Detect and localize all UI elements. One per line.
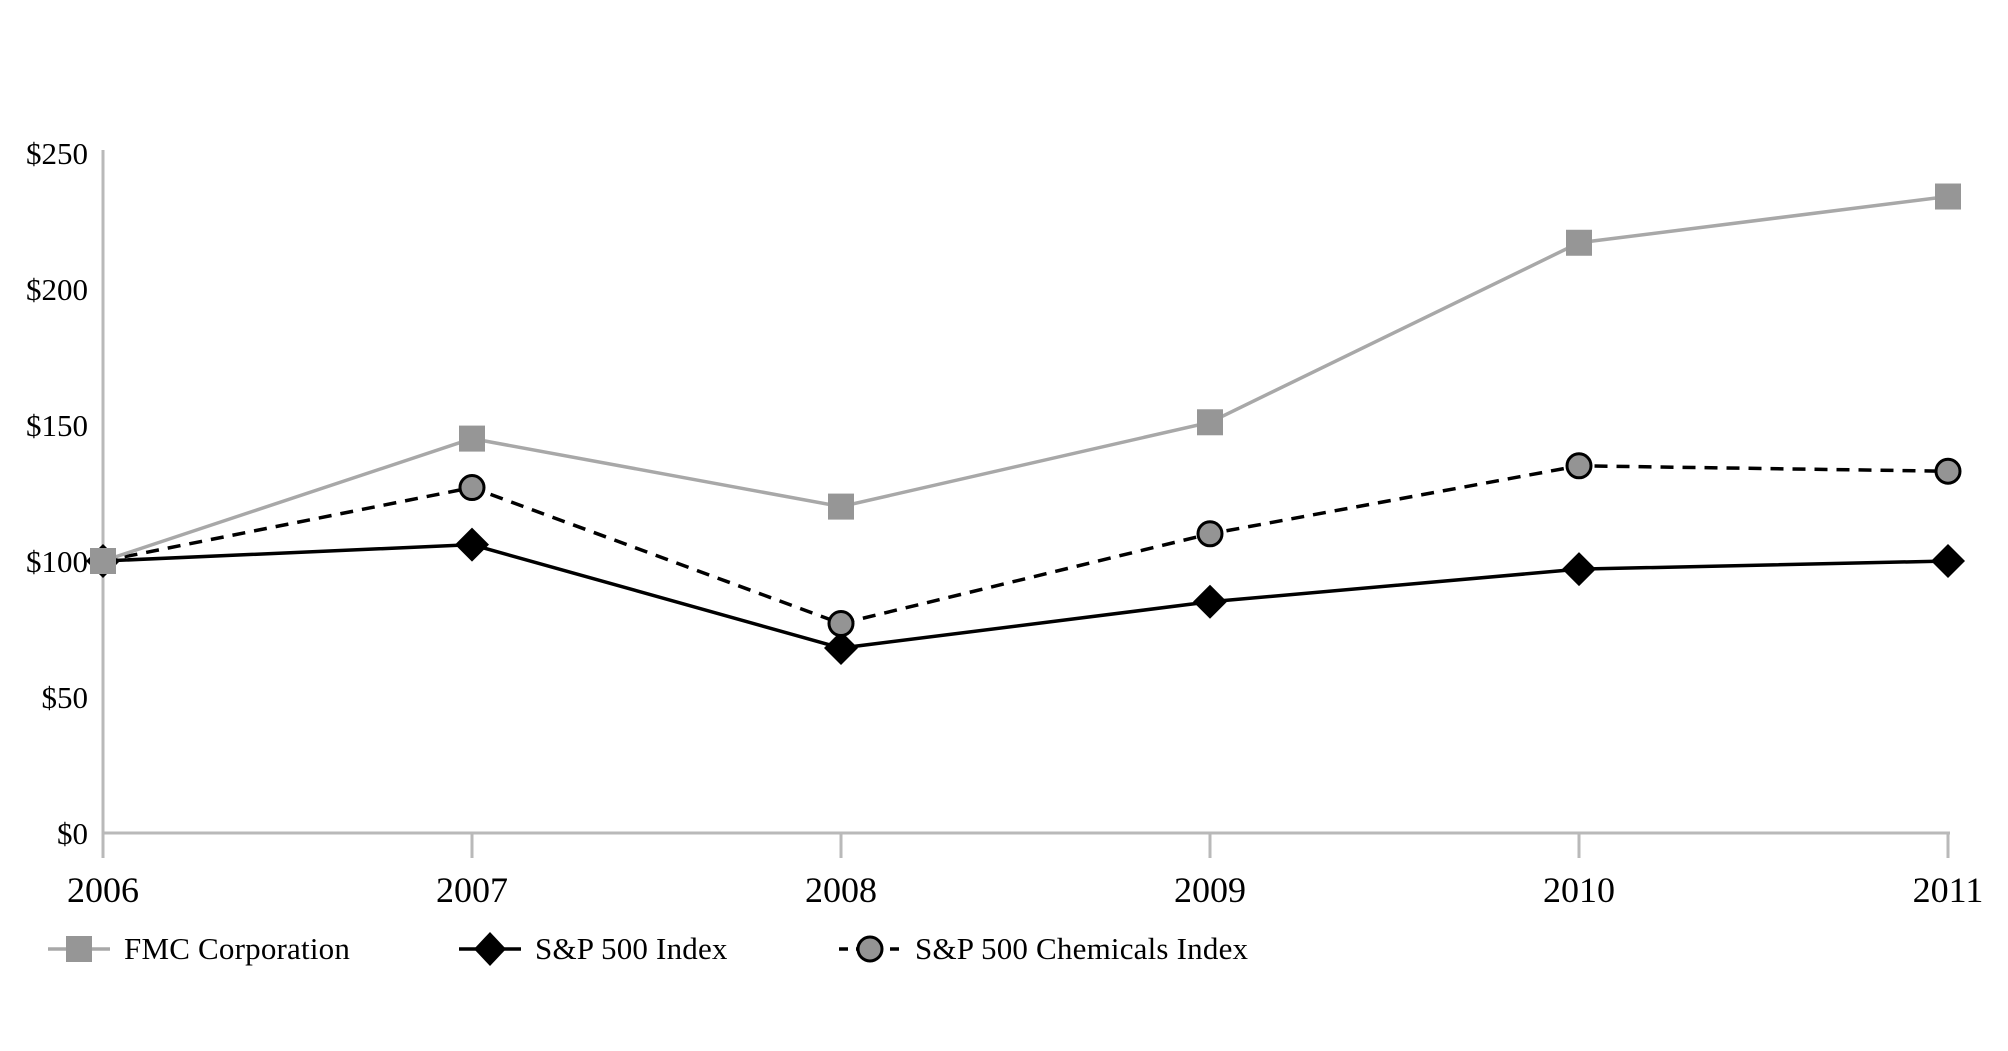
x-tick-label-2011: 2011 [1913,870,1984,910]
sp500-diamond-marker-icon [459,932,521,966]
legend-label-sp500-index: S&P 500 Index [535,931,728,966]
fmc-square-marker-icon [48,936,110,962]
s-p-500-index-marker-2009 [1193,584,1227,619]
s-p-500-chemicals-index-marker-2010 [1565,452,1593,480]
s-p-500-chemicals-index-marker-2007 [458,474,486,502]
s-p-500-chemicals-index-marker-2009 [1196,520,1224,548]
s-p-500-chemicals-index-marker-2008 [827,610,855,638]
s-p-500-chemicals-index-line [102,464,1949,626]
fmc-corporation-marker-2008 [828,493,854,520]
y-tick-label-0: $0 [57,816,88,851]
y-tick-label-250: $250 [26,136,88,171]
x-tick-label-2008: 2008 [805,870,877,910]
y-tick-label-100: $100 [26,544,88,579]
fmc-corporation-marker-2006 [90,548,116,574]
fmc-corporation-marker-2010 [1566,229,1592,256]
legend: FMC Corporation S&P 500 Index S&P 500 Ch… [0,926,2008,972]
y-tick-label-200: $200 [26,272,88,307]
s-p-500-index-marker-2007 [455,527,489,562]
legend-item-sp500-chemicals-index: S&P 500 Chemicals Index [839,926,1248,972]
legend-label-sp500-chemicals-index: S&P 500 Chemicals Index [915,931,1249,966]
sp500-chemicals-circle-marker-icon [839,935,901,963]
x-tick-label-2007: 2007 [436,870,508,910]
x-tick-label-2006: 2006 [67,870,139,910]
legend-item-fmc-corporation: FMC Corporation [48,926,350,972]
y-tick-label-50: $50 [42,680,89,715]
x-tick-label-2009: 2009 [1174,870,1246,910]
x-tick-label-2010: 2010 [1543,870,1615,910]
s-p-500-index-line [102,542,1949,650]
legend-item-sp500-index: S&P 500 Index [459,926,728,972]
s-p-500-index-marker-2010 [1562,552,1596,587]
s-p-500-index-marker-2011 [1931,544,1965,578]
s-p-500-index-marker-2008 [824,631,858,666]
fmc-corporation-marker-2007 [459,425,485,452]
y-tick-label-150: $150 [26,408,88,443]
fmc-corporation-marker-2009 [1197,409,1223,436]
legend-label-fmc-corporation: FMC Corporation [124,931,351,966]
fmc-corporation-line [102,194,1949,563]
fmc-corporation-marker-2011 [1935,183,1961,210]
s-p-500-chemicals-index-marker-2011 [1934,457,1962,485]
